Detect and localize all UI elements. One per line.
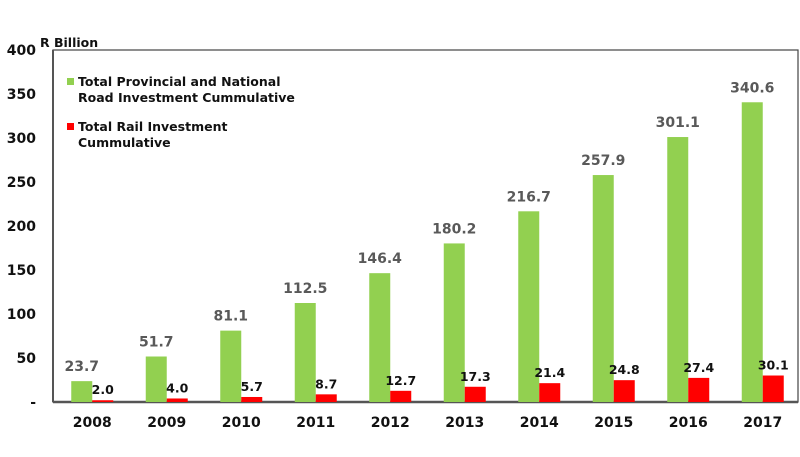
- data-label-rail-2010: 5.7: [241, 379, 263, 394]
- bar-rail-2012: [390, 390, 412, 402]
- data-label-road-2010: 81.1: [213, 309, 248, 325]
- y-tick-label: 50: [17, 351, 37, 367]
- bar-road-2010: [220, 330, 242, 402]
- x-tick-label: 2012: [371, 415, 410, 431]
- legend-swatch: [67, 123, 74, 130]
- bar-road-2012: [369, 273, 391, 402]
- x-tick-label: 2009: [147, 415, 186, 431]
- data-label-rail-2017: 30.1: [758, 358, 789, 373]
- data-label-rail-2008: 2.0: [92, 382, 114, 397]
- x-tick-label: 2017: [743, 415, 782, 431]
- x-tick-label: 2008: [73, 415, 112, 431]
- y-tick-label: 150: [7, 263, 36, 279]
- bar-rail-2009: [166, 398, 188, 402]
- bar-road-2017: [741, 102, 763, 402]
- x-axis: 2008 2009 2010 2011 2012 2013 2014 2015 2016 2017: [73, 415, 782, 431]
- bar-road-2013: [443, 243, 465, 402]
- data-label-rail-2016: 27.4: [683, 360, 714, 375]
- data-label-road-2008: 23.7: [64, 359, 99, 375]
- bar-rail-2016: [688, 377, 710, 402]
- legend-label: Total Rail Investment: [78, 119, 227, 134]
- y-tick-label: 250: [7, 175, 36, 191]
- bar-road-2014: [518, 211, 540, 402]
- data-label-road-2009: 51.7: [139, 335, 174, 351]
- y-tick-label: 100: [7, 307, 36, 323]
- y-axis: - 50 100 150 200 250 300 350 400: [7, 43, 36, 411]
- data-label-rail-2012: 12.7: [385, 373, 416, 388]
- legend-label: Total Provincial and National: [78, 74, 281, 89]
- bar-road-2011: [294, 303, 316, 402]
- data-label-rail-2014: 21.4: [534, 365, 565, 380]
- data-label-rail-2015: 24.8: [609, 362, 640, 377]
- data-label-road-2013: 180.2: [432, 221, 476, 237]
- data-label-road-2017: 340.6: [730, 80, 774, 96]
- y-tick-label: -: [30, 395, 36, 411]
- bar-rail-2011: [315, 394, 337, 402]
- legend-label: Road Investment Cummulative: [78, 90, 295, 105]
- data-label-rail-2011: 8.7: [315, 376, 337, 391]
- x-tick-label: 2011: [296, 415, 335, 431]
- data-label-road-2016: 301.1: [656, 115, 700, 131]
- data-label-road-2012: 146.4: [358, 251, 403, 267]
- bar-road-2009: [145, 356, 167, 402]
- bar-rail-2013: [464, 386, 486, 402]
- bar-road-2016: [667, 137, 689, 403]
- data-label-road-2015: 257.9: [581, 153, 625, 169]
- y-unit-label: R Billion: [40, 35, 98, 50]
- x-tick-label: 2015: [594, 415, 633, 431]
- y-tick-label: 200: [7, 219, 36, 235]
- bar-rail-2010: [241, 396, 263, 402]
- data-label-road-2011: 112.5: [283, 281, 327, 297]
- x-tick-label: 2010: [222, 415, 261, 431]
- data-label-road-2014: 216.7: [507, 189, 551, 205]
- y-tick-label: 400: [7, 43, 36, 59]
- bar-road-2008: [71, 381, 93, 402]
- y-tick-label: 350: [7, 87, 36, 103]
- x-tick-label: 2014: [520, 415, 559, 431]
- data-label-rail-2009: 4.0: [166, 380, 188, 395]
- bar-rail-2017: [762, 375, 784, 402]
- bars: 23.7 2.0 51.7 4.0 81.1 5.7 112.5 8.7 146.4 12.7 18…: [64, 80, 789, 403]
- legend-label: Cummulative: [78, 135, 171, 150]
- x-tick-label: 2013: [445, 415, 484, 431]
- y-tick-label: 300: [7, 131, 36, 147]
- x-tick-label: 2016: [669, 415, 708, 431]
- bar-road-2015: [592, 175, 614, 402]
- bar-rail-2014: [539, 383, 561, 402]
- bar-rail-2015: [613, 380, 635, 402]
- legend-swatch: [67, 78, 74, 85]
- bar-rail-2008: [92, 400, 114, 402]
- data-label-rail-2013: 17.3: [460, 369, 491, 384]
